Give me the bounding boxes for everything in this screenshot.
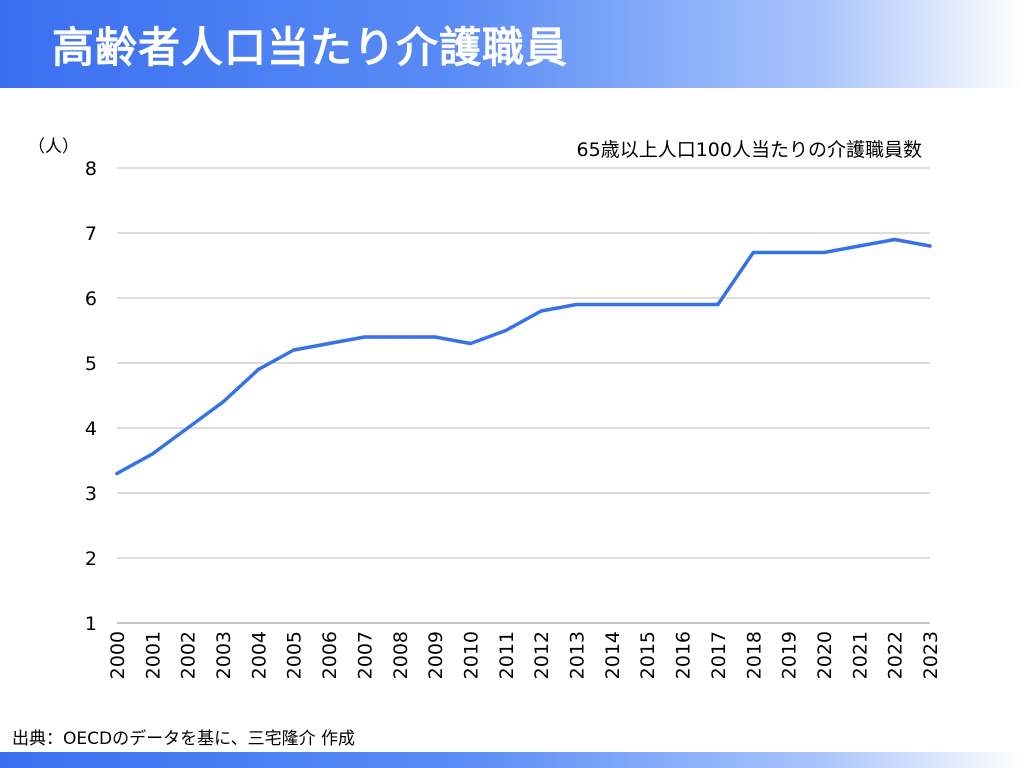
data-point xyxy=(539,309,543,313)
x-tick-label: 2017 xyxy=(708,631,730,679)
y-tick-label: 3 xyxy=(85,483,97,505)
x-tick-label: 2007 xyxy=(354,631,376,679)
data-point xyxy=(504,328,508,333)
y-tick-label: 8 xyxy=(85,158,97,180)
data-point xyxy=(327,341,331,346)
x-tick-label: 2016 xyxy=(673,631,695,679)
x-tick-label: 2014 xyxy=(602,631,624,679)
title-bar: 高齢者人口当たり介護職員 xyxy=(0,0,1024,88)
data-point xyxy=(680,302,685,307)
x-tick-label: 2010 xyxy=(460,631,482,679)
data-point xyxy=(362,335,367,339)
data-point xyxy=(822,250,826,255)
y-tick-label: 5 xyxy=(85,353,97,375)
x-tick-label: 2022 xyxy=(885,631,907,679)
data-point xyxy=(893,237,897,242)
bottom-bar xyxy=(0,752,1024,768)
x-tick-label: 2020 xyxy=(814,631,836,679)
y-tick-label: 7 xyxy=(85,223,97,245)
data-point xyxy=(150,452,154,456)
x-tick-labels: 2000 2001 2002 2003 2004 2005 2006 2007 2008 2009… xyxy=(107,631,942,679)
data-point xyxy=(787,250,791,255)
data-point xyxy=(292,348,296,352)
data-point xyxy=(115,471,119,476)
y-tick-label: 1 xyxy=(85,613,97,635)
data-point xyxy=(256,367,260,372)
x-tick-label: 2003 xyxy=(213,631,235,679)
series-layer xyxy=(115,237,932,476)
y-tick-label: 2 xyxy=(85,548,97,570)
x-tick-label: 2021 xyxy=(849,631,871,679)
y-axis-unit-label: （人） xyxy=(28,137,79,157)
series-line xyxy=(115,237,932,476)
x-tick-label: 2023 xyxy=(920,631,942,679)
x-tick-label: 2011 xyxy=(496,631,518,679)
x-tick-label: 2019 xyxy=(779,631,801,679)
y-tick-label: 6 xyxy=(85,288,97,310)
data-point xyxy=(751,250,755,255)
data-point xyxy=(857,244,861,248)
x-tick-label: 2012 xyxy=(531,631,553,679)
data-point xyxy=(716,302,720,307)
y-tick-label: 4 xyxy=(85,418,97,440)
data-point xyxy=(468,341,473,346)
data-point xyxy=(186,426,190,430)
data-point xyxy=(645,302,649,307)
data-point xyxy=(433,335,437,339)
data-point xyxy=(610,302,614,307)
x-tick-label: 2004 xyxy=(248,631,270,679)
x-tick-label: 2006 xyxy=(319,631,341,679)
data-point xyxy=(574,302,579,307)
grid-lines xyxy=(117,167,930,624)
data-point xyxy=(221,400,225,404)
x-tick-label: 2000 xyxy=(107,631,129,679)
data-point xyxy=(928,244,932,248)
data-point xyxy=(398,335,402,339)
x-tick-label: 2018 xyxy=(743,631,765,679)
x-tick-label: 2013 xyxy=(567,631,589,679)
x-tick-label: 2009 xyxy=(425,631,447,679)
x-tick-label: 2005 xyxy=(284,631,306,679)
y-tick-labels: 1 2 3 4 5 6 7 8 xyxy=(85,158,97,635)
x-tick-label: 2015 xyxy=(637,631,659,679)
source-note: 出典：OECDのデータを基に、三宅隆介 作成 xyxy=(12,729,355,749)
page-title: 高齢者人口当たり介護職員 xyxy=(52,23,569,72)
chart-title: 65歳以上人口100人当たりの介護職員数 xyxy=(577,139,922,161)
x-tick-label: 2001 xyxy=(142,631,164,679)
x-tick-label: 2008 xyxy=(390,631,412,679)
x-tick-label: 2002 xyxy=(178,631,200,679)
